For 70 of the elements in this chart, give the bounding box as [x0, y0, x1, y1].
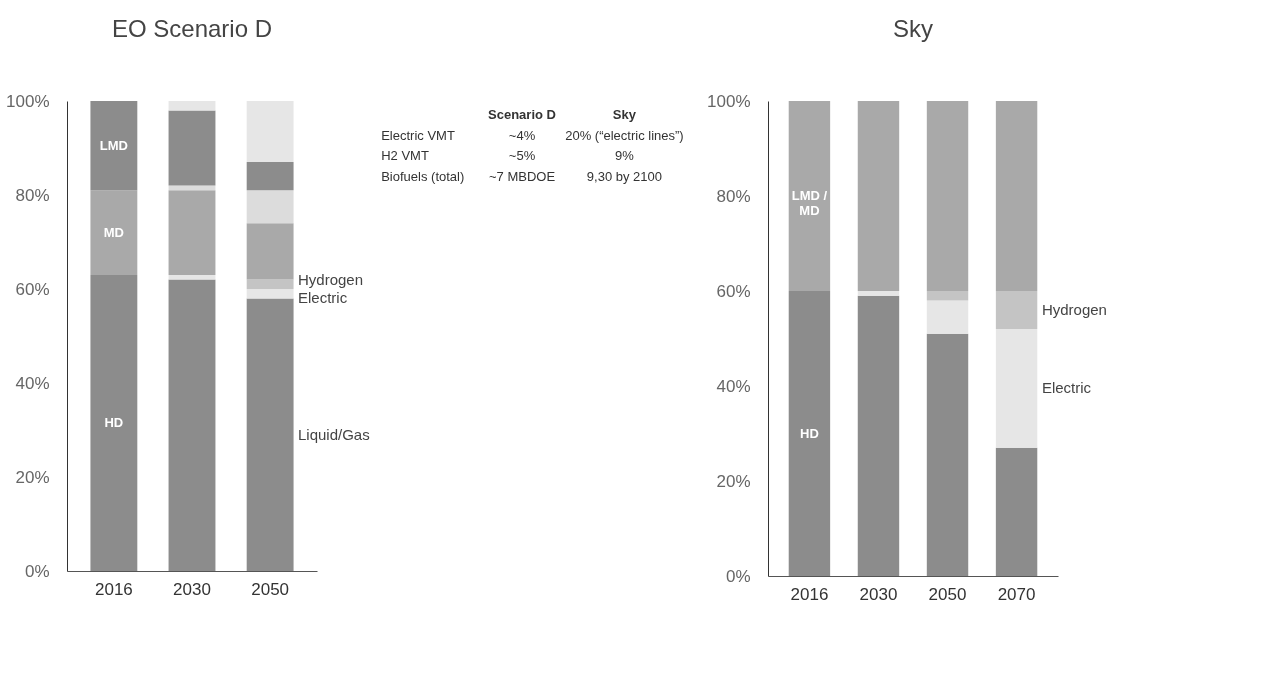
bar — [926, 300, 969, 334]
y-tick-label: 60% — [15, 279, 50, 299]
y-tick-label: 0% — [24, 561, 50, 581]
annotation: LMD / MD — [791, 188, 828, 218]
bar — [246, 190, 294, 224]
y-tick-label: 100% — [707, 91, 751, 111]
x-tick-label: 2050 — [928, 584, 967, 604]
x-tick-label: 2070 — [997, 584, 1036, 604]
text: ~5% — [508, 148, 536, 164]
text: 20% (“electric lines”) — [565, 127, 684, 143]
annotation: HD — [104, 414, 124, 430]
bar — [246, 223, 294, 280]
x-tick-label: 2016 — [790, 584, 829, 604]
bar — [90, 274, 138, 571]
text: 9% — [615, 148, 635, 164]
bar — [246, 279, 294, 289]
bar — [857, 291, 900, 296]
bar — [246, 289, 294, 299]
annotation: MD — [103, 224, 124, 240]
bar — [926, 291, 969, 301]
bar — [995, 447, 1038, 576]
chart-title: EO Scenario D — [111, 15, 273, 42]
y-tick-label: 0% — [725, 566, 751, 586]
bar — [926, 101, 969, 291]
text: Biofuels (total) — [381, 168, 465, 184]
series-label: Electric — [298, 289, 348, 307]
y-tick-label: 20% — [716, 471, 751, 491]
text: Sky — [612, 107, 637, 123]
bar — [995, 291, 1038, 329]
bar — [168, 190, 216, 275]
bar — [788, 291, 831, 576]
series-label: Liquid/Gas — [298, 425, 370, 443]
bar — [788, 101, 831, 291]
text: 9,30 by 2100 — [586, 168, 662, 184]
series-label: Hydrogen — [1041, 301, 1107, 318]
x-tick-label: 2016 — [94, 579, 133, 599]
bar — [246, 298, 294, 571]
y-tick-label: 80% — [716, 186, 751, 206]
bar — [90, 101, 138, 191]
bar — [90, 190, 138, 275]
annotation: HD — [800, 425, 819, 441]
text: H2 VMT — [381, 148, 429, 164]
y-tick-label: 20% — [15, 467, 50, 487]
bar — [995, 329, 1038, 448]
y-tick-label: 60% — [716, 281, 751, 301]
bar — [246, 101, 294, 163]
y-tick-label: 100% — [6, 91, 50, 111]
bar — [246, 162, 294, 191]
chart-title: Sky — [892, 15, 934, 42]
bar — [926, 333, 969, 576]
series-label: Hydrogen — [298, 270, 364, 288]
y-tick-label: 40% — [15, 373, 50, 393]
bar — [995, 101, 1038, 291]
text: ~4% — [508, 127, 536, 143]
bar — [857, 101, 900, 291]
text: Electric VMT — [381, 127, 455, 143]
series-label: Electric — [1041, 379, 1092, 397]
bar — [168, 110, 216, 186]
y-tick-label: 80% — [15, 185, 50, 205]
y-tick-label: 40% — [716, 376, 751, 396]
x-tick-label: 2050 — [251, 579, 290, 599]
x-tick-label: 2030 — [859, 584, 898, 604]
text: ~7 MBDOE — [488, 168, 556, 184]
annotation: LMD — [99, 137, 128, 153]
text: Scenario D — [488, 107, 556, 123]
bar — [168, 101, 216, 111]
bar — [168, 274, 216, 280]
x-tick-label: 2030 — [173, 579, 211, 599]
bar — [168, 279, 216, 571]
bar — [857, 295, 900, 576]
